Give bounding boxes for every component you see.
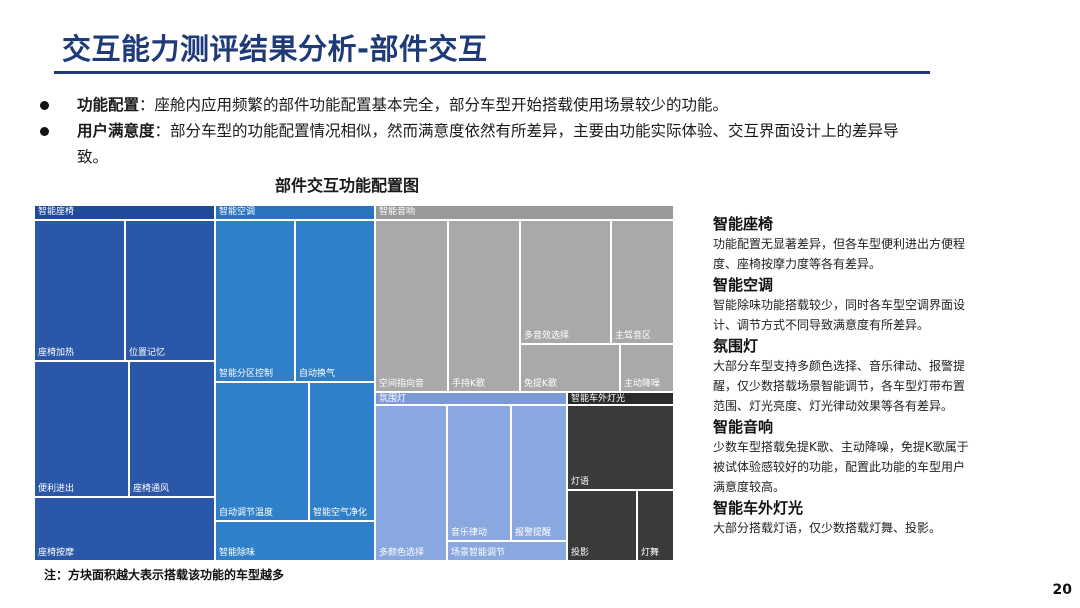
side-text: 大部分车型支持多颜色选择、音乐律动、报警提 (713, 359, 966, 373)
treemap-cell: 投影 (567, 490, 637, 561)
side-text: 大部分搭载灯语，仅少数搭载灯舞、投影。 (713, 521, 942, 535)
treemap-cell: 灯舞 (637, 490, 674, 561)
title-underline (54, 71, 930, 74)
side-heading: 智能座椅 (713, 215, 774, 233)
group-header-exterior-light: 智能车外灯光 (567, 392, 674, 405)
treemap-cell: 智能除味 (215, 521, 375, 561)
treemap-cell: 座椅通风 (129, 361, 215, 497)
treemap-cell: 免提K歌 (520, 344, 620, 392)
side-section-audio: 智能音响 少数车型搭载免提K歌、主动降噪，免提K歌属于 被试体验感较好的功能，配… (713, 417, 1013, 497)
treemap-cell: 智能分区控制 (215, 220, 295, 382)
treemap-cell: 主动降噪 (620, 344, 674, 392)
side-section-ambient-light: 氛围灯 大部分车型支持多颜色选择、音乐律动、报警提 醒，仅少数搭载场景智能调节，… (713, 336, 1013, 416)
bullet-text-continued: 致。 (77, 148, 109, 166)
side-text: 功能配置无显著差异，但各车型便利进出方便程 (713, 237, 966, 251)
treemap-cell: 场景智能调节 (447, 541, 567, 561)
side-heading: 智能空调 (713, 276, 774, 294)
bullet-label: 用户满意度 (77, 122, 155, 140)
side-text: 智能除味功能搭载较少，同时各车型空调界面设 (713, 298, 966, 312)
side-section-seat: 智能座椅 功能配置无显著差异，但各车型便利进出方便程 度、座椅按摩力度等各有差异… (713, 214, 1013, 274)
side-text: 度、座椅按摩力度等各有差异。 (713, 257, 882, 271)
treemap-cell: 自动调节温度 (215, 382, 309, 521)
side-heading: 智能车外灯光 (713, 499, 804, 517)
treemap-cell: 手持K歌 (448, 220, 520, 392)
side-text: 范围、灯光亮度、灯光律动效果等各有差异。 (713, 399, 954, 413)
group-header-audio: 智能音响 (375, 205, 674, 220)
treemap-cell: 报警提醒 (511, 405, 567, 541)
bullet-label: 功能配置 (77, 96, 140, 114)
bullet-user-satisfaction: 用户满意度：部分车型的功能配置情况相似，然而满意度依然有所差异，主要由功能实际体… (40, 118, 1040, 170)
side-text: 计、调节方式不同导致满意度有所差异。 (713, 318, 930, 332)
side-section-exterior-light: 智能车外灯光 大部分搭载灯语，仅少数搭载灯舞、投影。 (713, 498, 1013, 538)
treemap-cell: 主驾音区 (611, 220, 674, 344)
treemap-cell: 座椅按摩 (34, 497, 215, 561)
treemap-chart: 智能座椅 座椅加热 位置记忆 便利进出 座椅通风 座椅按摩 智能空调 智能分区控… (34, 205, 674, 561)
group-header-ac: 智能空调 (215, 205, 375, 220)
chart-footnote: 注：方块面积越大表示搭载该功能的车型越多 (44, 568, 285, 582)
treemap-cell: 便利进出 (34, 361, 129, 497)
group-header-seat: 智能座椅 (34, 205, 215, 220)
side-text: 醒，仅少数搭载场景智能调节，各车型灯带布置 (713, 379, 966, 393)
bullet-function-config: 功能配置：座舱内应用频繁的部件功能配置基本完全，部分车型开始搭载使用场景较少的功… (40, 92, 1040, 118)
side-text: 被试体验感较好的功能，配置此功能的车型用户 (713, 460, 966, 474)
bullet-text: ：部分车型的功能配置情况相似，然而满意度依然有所差异，主要由功能实际体验、交互界… (154, 122, 899, 140)
treemap-cell: 灯语 (567, 405, 674, 490)
page-title: 交互能力测评结果分析-部件交互 (62, 32, 488, 66)
treemap-cell: 座椅加热 (34, 220, 125, 361)
treemap-cell: 音乐律动 (447, 405, 511, 541)
side-heading: 智能音响 (713, 418, 774, 436)
side-section-ac: 智能空调 智能除味功能搭载较少，同时各车型空调界面设 计、调节方式不同导致满意度… (713, 275, 1013, 335)
side-heading: 氛围灯 (713, 337, 759, 355)
bullet-text: ：座舱内应用频繁的部件功能配置基本完全，部分车型开始搭载使用场景较少的功能。 (139, 96, 729, 114)
side-text: 满意度较高。 (713, 480, 786, 494)
treemap-cell: 多音效选择 (520, 220, 611, 344)
page-number: 20 (1052, 582, 1072, 598)
chart-title: 部件交互功能配置图 (275, 176, 420, 195)
treemap-cell: 自动换气 (295, 220, 375, 382)
treemap-cell: 空间指向音 (375, 220, 448, 392)
group-header-ambient-light: 氛围灯 (375, 392, 567, 405)
treemap-cell: 多颜色选择 (375, 405, 447, 561)
bullet-dot (40, 127, 49, 136)
treemap-cell: 位置记忆 (125, 220, 215, 361)
bullet-dot (40, 101, 49, 110)
treemap-cell: 智能空气净化 (309, 382, 375, 521)
side-text: 少数车型搭载免提K歌、主动降噪，免提K歌属于 (713, 440, 969, 454)
